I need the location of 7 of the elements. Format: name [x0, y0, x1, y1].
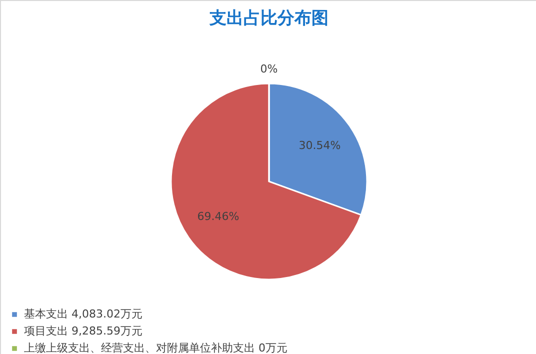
chart-title: 支出占比分布图 — [208, 8, 328, 28]
legend-label: 上缴上级支出、经营支出、对附属单位补助支出 0万元 — [24, 342, 288, 354]
data-label: 30.54% — [298, 138, 341, 152]
data-label: 69.46% — [197, 210, 240, 224]
legend-label: 项目支出 9,285.59万元 — [24, 324, 142, 338]
legend-label: 基本支出 4,083.02万元 — [24, 308, 142, 320]
text: 0% — [260, 62, 278, 76]
